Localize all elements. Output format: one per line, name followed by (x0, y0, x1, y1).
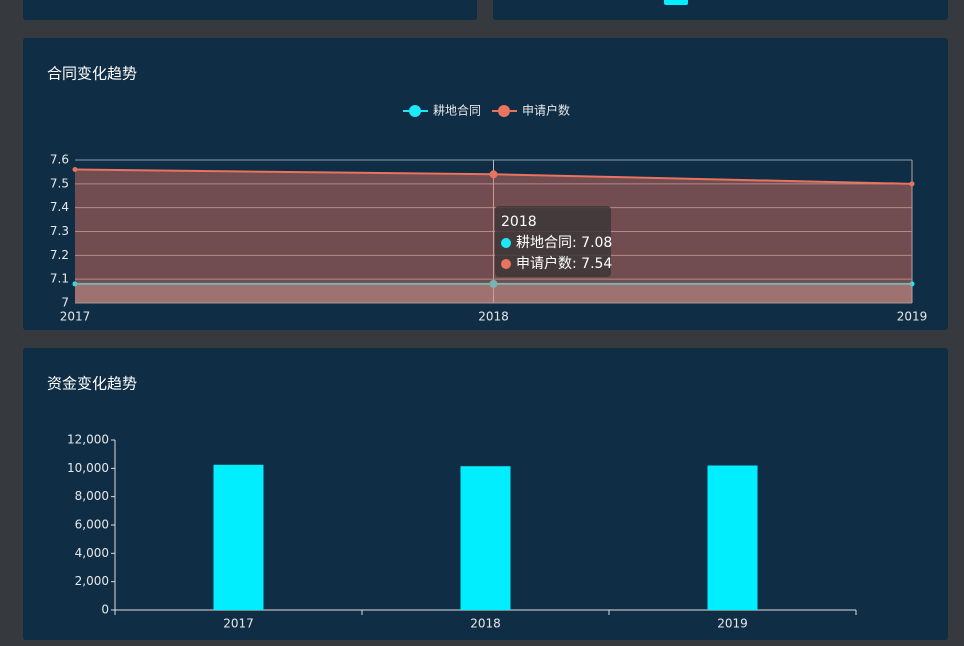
y-tick-label: 4,000 (75, 546, 109, 560)
chart-title: 合同变化趋势 (47, 65, 137, 83)
y-tick-label: 2,000 (75, 574, 109, 588)
tooltip-marker (501, 259, 511, 269)
tooltip-item: 耕地合同: 7.08 (516, 234, 612, 251)
y-tick-label: 7.3 (50, 224, 69, 238)
y-tick-label: 7 (61, 296, 69, 310)
point (72, 167, 78, 173)
bar (460, 466, 511, 610)
legend-marker (498, 105, 510, 117)
legend-swatch (664, 0, 688, 5)
point (909, 281, 915, 287)
x-tick-label: 2017 (60, 310, 91, 324)
panel (493, 0, 948, 20)
x-tick-label: 2017 (223, 617, 254, 631)
point (909, 181, 915, 187)
y-tick-label: 7.1 (50, 272, 69, 286)
y-tick-label: 7.6 (50, 153, 69, 167)
y-tick-label: 6,000 (75, 518, 109, 532)
panel (23, 0, 477, 20)
tooltip (495, 206, 611, 277)
point (489, 170, 498, 179)
tooltip-item: 申请户数: 7.54 (516, 255, 612, 272)
y-tick-label: 12,000 (67, 433, 109, 447)
y-tick-label: 8,000 (75, 489, 109, 503)
y-tick-label: 7.5 (50, 176, 69, 190)
tooltip-title: 2018 (501, 214, 537, 230)
tooltip-marker (501, 238, 511, 248)
area (75, 169, 912, 303)
x-tick-label: 2018 (478, 310, 509, 324)
y-tick-label: 10,000 (67, 461, 109, 475)
chart-title: 资金变化趋势 (47, 375, 137, 393)
x-tick-label: 2019 (717, 617, 748, 631)
bar (707, 465, 758, 610)
bar (213, 464, 264, 610)
legend-label: 申请户数 (522, 103, 570, 118)
legend-label: 耕地合同 (433, 103, 481, 118)
y-tick-label: 7.2 (50, 248, 69, 262)
y-tick-label: 0 (101, 603, 109, 617)
point (72, 281, 78, 287)
y-tick-label: 7.4 (50, 200, 69, 214)
area (75, 283, 912, 303)
x-tick-label: 2018 (470, 617, 501, 631)
legend-marker (409, 105, 421, 117)
x-tick-label: 2019 (897, 310, 928, 324)
point (489, 279, 498, 288)
